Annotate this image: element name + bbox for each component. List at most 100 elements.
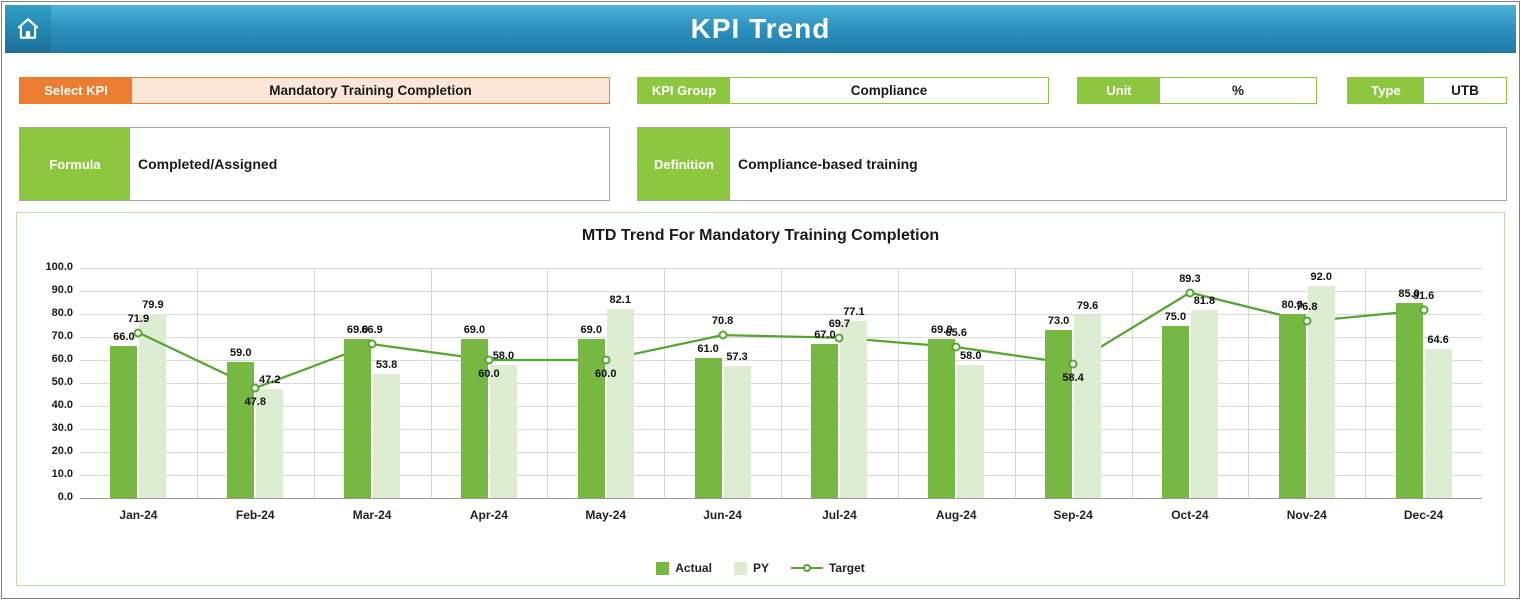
bar-py xyxy=(256,389,284,498)
value-label-actual: 69.0 xyxy=(463,324,486,337)
x-axis-label: Sep-24 xyxy=(1053,508,1093,522)
definition-value: Compliance-based training xyxy=(730,128,1506,200)
target-marker xyxy=(718,330,728,340)
target-marker xyxy=(250,383,260,393)
legend-label: PY xyxy=(752,561,769,575)
home-button[interactable] xyxy=(5,5,51,53)
y-axis-label: 50.0 xyxy=(51,376,73,388)
definition-label: Definition xyxy=(638,128,730,200)
type-value: UTB xyxy=(1424,78,1506,103)
gridline xyxy=(430,268,432,498)
y-axis-label: 70.0 xyxy=(51,330,73,342)
legend-label: Target xyxy=(828,561,865,575)
bar-actual xyxy=(1278,314,1306,498)
value-label-actual: 73.0 xyxy=(1047,315,1070,328)
value-label-py: 58.0 xyxy=(960,349,982,362)
x-axis-label: Aug-24 xyxy=(935,508,977,522)
target-marker xyxy=(1302,316,1312,326)
value-label-target: 89.3 xyxy=(1179,272,1201,285)
bar-py xyxy=(1307,286,1335,498)
gridline xyxy=(313,268,315,498)
value-label-py: 82.1 xyxy=(609,294,631,307)
x-axis-label: Jun-24 xyxy=(703,508,742,522)
bar-actual xyxy=(227,362,255,498)
value-label-actual: 67.0 xyxy=(814,328,836,341)
bar-py xyxy=(373,374,401,498)
gridline xyxy=(897,268,899,498)
value-label-target: 69.7 xyxy=(828,317,851,330)
y-axis-label: 0.0 xyxy=(57,491,73,503)
value-label-py: 57.3 xyxy=(726,351,748,364)
value-label-actual: 61.0 xyxy=(697,342,719,355)
value-label-py: 81.8 xyxy=(1193,294,1216,307)
value-label-target: 71.9 xyxy=(127,312,150,325)
formula-block: Formula Completed/Assigned xyxy=(19,127,610,201)
formula-value: Completed/Assigned xyxy=(130,128,609,200)
gridline xyxy=(664,268,666,498)
kpi-group-label: KPI Group xyxy=(638,78,730,103)
y-axis-label: 10.0 xyxy=(51,468,73,480)
formula-label: Formula xyxy=(20,128,130,200)
bar-actual xyxy=(577,339,605,498)
legend-swatch-actual xyxy=(656,561,670,575)
target-marker xyxy=(1185,288,1195,298)
bar-py xyxy=(840,320,868,498)
unit-value: % xyxy=(1160,78,1316,103)
legend-line-glyph xyxy=(790,563,823,573)
y-axis-label: 30.0 xyxy=(51,422,73,434)
value-label-actual: 66.0 xyxy=(113,331,135,344)
y-axis-label: 40.0 xyxy=(51,399,73,411)
kpi-group-value: Compliance xyxy=(730,78,1048,103)
value-label-actual: 75.0 xyxy=(1164,310,1187,323)
value-label-py: 79.9 xyxy=(142,299,164,312)
value-label-target: 70.8 xyxy=(711,315,734,328)
value-label-py: 77.1 xyxy=(843,305,865,318)
x-axis-label: Jul-24 xyxy=(822,508,857,522)
select-kpi-control: Select KPI Mandatory Training Completion xyxy=(19,77,610,104)
target-marker xyxy=(601,355,611,365)
y-axis-label: 90.0 xyxy=(51,284,73,296)
y-axis-label: 100.0 xyxy=(45,261,73,273)
plot-area: 0.0 10.0 20.0 30.0 40.0 50.0 60.0 70.0 80.0 90.0 1… xyxy=(45,261,1482,522)
target-marker xyxy=(951,342,961,352)
value-label-actual: 80.0 xyxy=(1281,299,1303,311)
bar-actual xyxy=(1161,325,1189,498)
value-label-target: 76.8 xyxy=(1296,301,1318,314)
bar-py xyxy=(489,364,517,498)
bar-actual xyxy=(1395,302,1423,498)
target-marker xyxy=(367,339,377,349)
value-label-py: 53.8 xyxy=(375,359,398,372)
gridline xyxy=(547,268,549,498)
chart-legend: Actual PY Target xyxy=(17,561,1504,575)
value-label-target: 58.4 xyxy=(1062,371,1084,384)
bar-actual xyxy=(928,339,956,498)
value-label-actual: 59.0 xyxy=(230,347,252,360)
value-label-actual: 69.0 xyxy=(580,324,602,337)
value-label-target: 47.8 xyxy=(244,396,266,409)
bar-py xyxy=(1074,314,1102,498)
select-kpi-value[interactable]: Mandatory Training Completion xyxy=(132,78,609,103)
x-axis-label: May-24 xyxy=(585,508,627,522)
definition-block: Definition Compliance-based training xyxy=(637,127,1507,201)
gridline xyxy=(1014,268,1016,498)
select-kpi-label: Select KPI xyxy=(20,78,132,103)
chart-title: MTD Trend For Mandatory Training Complet… xyxy=(581,227,940,244)
bar-py xyxy=(606,309,634,498)
value-label-target: 60.0 xyxy=(595,368,617,380)
unit-control: Unit % xyxy=(1077,77,1317,104)
bar-actual xyxy=(1045,330,1073,498)
x-axis-label: Jan-24 xyxy=(119,508,158,522)
bar-actual xyxy=(344,339,372,498)
legend-item-py: PY xyxy=(733,561,769,575)
page-title: KPI Trend xyxy=(690,13,831,44)
legend-swatch-py xyxy=(733,561,747,575)
x-axis-label: Mar-24 xyxy=(352,508,392,522)
gridline xyxy=(1365,268,1367,498)
y-axis-label: 20.0 xyxy=(51,445,73,457)
legend-label: Actual xyxy=(675,561,712,575)
gridline xyxy=(1248,268,1250,498)
value-label-py: 47.2 xyxy=(259,374,281,387)
value-label-target: 81.6 xyxy=(1412,290,1435,303)
type-label: Type xyxy=(1348,78,1424,103)
value-label-actual: 69.0 xyxy=(346,324,369,337)
